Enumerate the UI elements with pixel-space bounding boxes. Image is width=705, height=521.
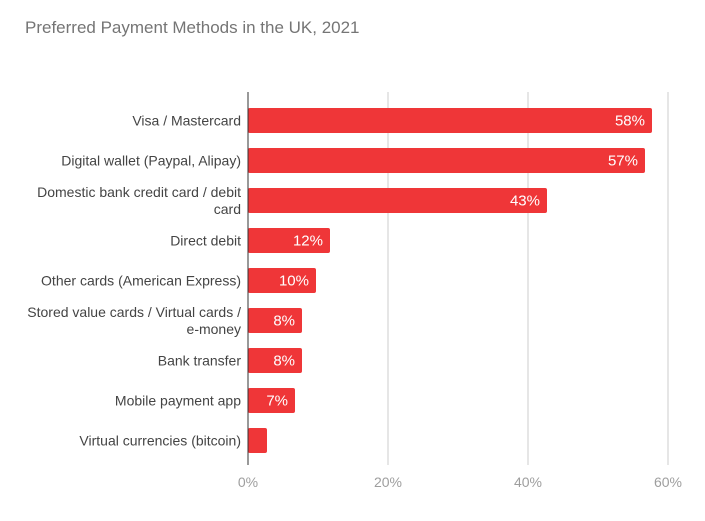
category-label: Direct debit [170, 233, 241, 249]
data-label: 8% [273, 353, 295, 370]
category-label: Bank transfer [158, 353, 242, 369]
bar [248, 108, 652, 133]
category-label: Virtual currencies (bitcoin) [79, 433, 241, 449]
chart-title: Preferred Payment Methods in the UK, 202… [25, 18, 360, 37]
bar [248, 308, 302, 333]
bar [248, 428, 267, 453]
category-labels: Visa / Mastercard Digital wallet (Paypal,… [27, 113, 241, 449]
data-label: 8% [273, 313, 295, 330]
data-label: 43% [510, 193, 540, 210]
x-tick-label: 40% [514, 474, 542, 490]
category-label: Visa / Mastercard [132, 113, 241, 129]
data-labels: 58% 57% 43% 12% 10% 8% 8% 7% [266, 113, 645, 410]
bar [248, 388, 295, 413]
category-label: Mobile payment app [115, 393, 241, 409]
x-tick-label: 20% [374, 474, 402, 490]
gridlines [387, 92, 669, 465]
category-label: Domestic bank credit card / debit card [37, 184, 241, 217]
x-tick-label: 60% [654, 474, 682, 490]
data-label: 10% [279, 273, 309, 290]
category-label: Stored value cards / Virtual cards / e-mo… [27, 304, 241, 337]
data-label: 12% [293, 233, 323, 250]
x-tick-label: 0% [238, 474, 258, 490]
bar [248, 148, 645, 173]
data-label: 7% [266, 393, 288, 410]
bar [248, 268, 316, 293]
bars [248, 108, 652, 453]
data-label: 57% [608, 153, 638, 170]
bar [248, 188, 547, 213]
category-label: Other cards (American Express) [41, 273, 241, 289]
data-label: 58% [615, 113, 645, 130]
bar [248, 228, 330, 253]
bar [248, 348, 302, 373]
category-label: Digital wallet (Paypal, Alipay) [61, 153, 241, 169]
x-tick-labels: 0% 20% 40% 60% [238, 474, 682, 490]
